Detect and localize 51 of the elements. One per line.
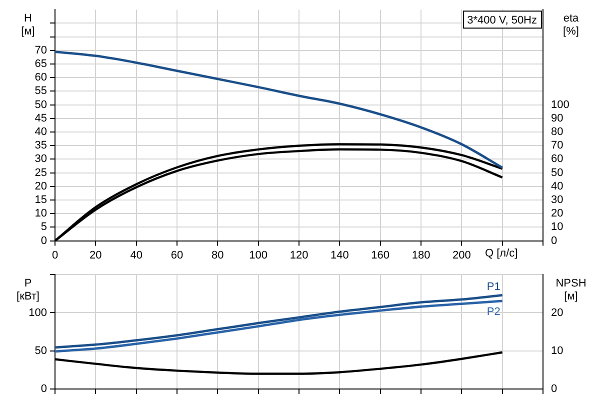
x-tick-label: 80 [212, 249, 224, 262]
y2-tick-label: 70 [551, 140, 564, 152]
y-tick-label: 25 [34, 166, 47, 179]
y-tick-label: 70 [34, 44, 47, 56]
x-tick-label: 160 [371, 249, 390, 262]
y-tick-label: 40 [34, 126, 47, 138]
y-tick-label: 65 [34, 58, 47, 70]
y2-tick-label: 100 [551, 98, 570, 111]
series-label: P2 [486, 306, 500, 318]
y-tick-label: 55 [34, 85, 47, 98]
y2-tick-label: 90 [551, 112, 564, 124]
y2-tick-label: 0 [551, 383, 558, 396]
y-tick-label: 60 [34, 72, 47, 84]
x-tick-label: 100 [249, 249, 268, 262]
y2-axis-title: eta [%] [563, 12, 580, 38]
y-tick-label: 5 [40, 221, 47, 234]
x-tick-label: 200 [452, 249, 471, 262]
y-tick-label: 15 [34, 194, 47, 206]
x-tick-label: 140 [330, 249, 349, 262]
text: 3*400 V, 50Hz [467, 14, 538, 27]
y2-tick-label: 0 [551, 234, 558, 247]
y2-tick-label: 50 [551, 166, 564, 179]
x-tick-label: 60 [170, 249, 184, 262]
y-tick-label: 20 [34, 180, 47, 192]
y2-tick-label: 30 [551, 194, 564, 206]
series-label: P1 [486, 281, 500, 294]
y-tick-label: 0 [40, 234, 47, 247]
y-tick-label: 45 [34, 112, 47, 124]
y-tick-label: 10 [34, 208, 47, 220]
x-tick-label: 40 [130, 249, 142, 262]
x-tick-label: 0 [52, 249, 58, 262]
x-tick-label: 180 [412, 249, 430, 262]
y-axis-title: P [кВт] [16, 278, 40, 303]
y-tick-label: 0 [40, 383, 47, 396]
y-tick-label: 50 [34, 344, 47, 357]
y2-tick-label: 40 [551, 180, 564, 192]
y2-tick-label: 10 [551, 221, 564, 234]
y-tick-label: 100 [28, 306, 47, 319]
y-tick-label: 35 [34, 140, 47, 152]
y2-tick-label: 60 [551, 153, 564, 166]
y2-tick-label: 10 [551, 344, 564, 357]
y2-axis-title: NPSH [м] [556, 278, 586, 303]
y2-tick-label: 80 [551, 126, 564, 138]
x-axis-title: Q [л/с] [484, 247, 518, 260]
y2-tick-label: 20 [551, 306, 564, 319]
y-tick-label: 50 [34, 98, 47, 111]
x-tick-label: 120 [290, 249, 308, 262]
y-axis-title: H [м] [21, 12, 35, 38]
x-tick-label: 20 [90, 249, 102, 262]
y2-tick-label: 20 [551, 208, 564, 220]
y-tick-label: 30 [34, 153, 47, 166]
